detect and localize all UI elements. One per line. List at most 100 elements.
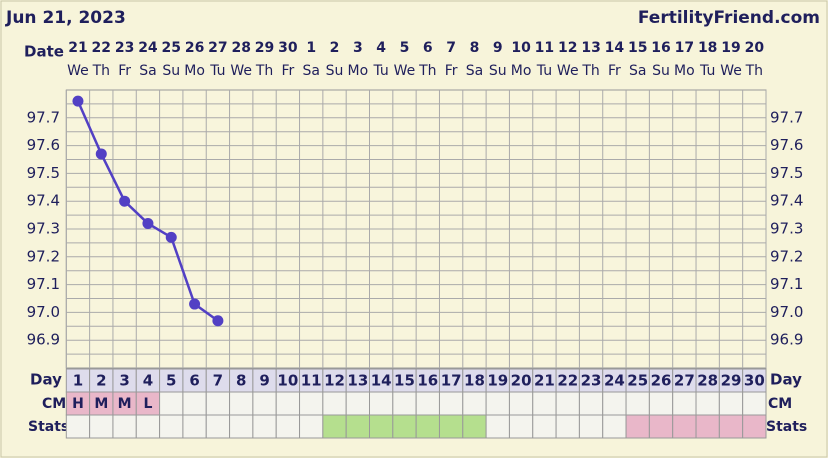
date-label: 30 xyxy=(278,40,298,56)
day-number: 28 xyxy=(697,372,718,390)
date-label: 19 xyxy=(721,40,740,56)
temperature-point xyxy=(212,315,224,327)
date-label: 18 xyxy=(698,40,717,56)
temperature-point xyxy=(119,195,131,207)
weekday-label: We xyxy=(557,63,579,79)
stats-cell xyxy=(438,414,464,439)
cm-cell xyxy=(648,391,674,416)
weekday-label: Mo xyxy=(348,63,369,79)
temperature-point xyxy=(142,217,154,229)
stats-cell xyxy=(135,414,161,439)
stats-label: Stats xyxy=(28,419,69,435)
day-number: 4 xyxy=(143,372,153,390)
date-label: 3 xyxy=(353,40,363,56)
cm-cell xyxy=(532,391,557,416)
weekday-label: Sa xyxy=(139,63,156,79)
chart-title: Jun 21, 2023 xyxy=(5,8,126,28)
day-number: 13 xyxy=(347,372,368,390)
weekday-label: Th xyxy=(418,63,436,79)
cm-cell xyxy=(438,391,464,416)
y-tick-label: 97.5 xyxy=(770,164,803,182)
y-tick-label: 97.4 xyxy=(770,192,803,210)
weekday-label: We xyxy=(230,63,252,79)
cm-cell xyxy=(742,391,767,416)
date-label: 7 xyxy=(446,40,456,56)
day-number: 5 xyxy=(166,372,176,390)
date-label: 9 xyxy=(493,40,503,56)
y-tick-label: 97.1 xyxy=(770,275,803,293)
weekday-label: Th xyxy=(92,63,110,79)
weekday-label: Mo xyxy=(674,63,695,79)
stats-cell xyxy=(159,414,184,439)
cm-cell xyxy=(625,391,650,416)
cm-cell xyxy=(182,391,207,416)
temperature-point xyxy=(189,298,201,310)
day-number: 22 xyxy=(557,372,578,390)
cm-cell xyxy=(275,391,301,416)
y-tick-label: 97.6 xyxy=(27,136,60,154)
weekday-label: Sa xyxy=(629,63,646,79)
y-tick-label: 97.7 xyxy=(27,108,60,126)
stats-cell xyxy=(89,414,114,439)
day-number: 12 xyxy=(324,372,345,390)
weekday-label: We xyxy=(67,63,89,79)
y-tick-label: 97.7 xyxy=(770,108,803,126)
cm-value: M xyxy=(94,396,108,412)
stats-cell xyxy=(672,414,697,439)
y-tick-label: 97.3 xyxy=(27,220,60,238)
stats-cell xyxy=(392,414,417,439)
weekday-label: Tu xyxy=(536,63,552,79)
stats-cell xyxy=(252,414,277,439)
source: FertilityFriend.com xyxy=(638,8,820,28)
cm-cell xyxy=(252,391,277,416)
day-number: 27 xyxy=(674,372,695,390)
day-number: 23 xyxy=(581,372,602,390)
stats-cell xyxy=(695,414,720,439)
date-label: 24 xyxy=(138,40,158,56)
day-label: Day xyxy=(770,371,802,389)
stats-cell xyxy=(648,414,674,439)
date-label: 6 xyxy=(423,40,433,56)
day-number: 3 xyxy=(119,372,129,390)
temperature-point xyxy=(95,148,107,160)
stats-cell xyxy=(182,414,207,439)
cm-cell xyxy=(672,391,697,416)
weekday-label: Mo xyxy=(511,63,532,79)
day-number: 16 xyxy=(417,372,438,390)
weekday-label: Fr xyxy=(445,63,458,79)
date-label: 29 xyxy=(255,40,274,56)
date-label: 22 xyxy=(92,40,111,56)
stats-cell xyxy=(369,414,394,439)
y-tick-label: 97.5 xyxy=(27,164,60,182)
day-number: 18 xyxy=(464,372,485,390)
day-number: 21 xyxy=(534,372,555,390)
cm-cell xyxy=(718,391,744,416)
cm-value: L xyxy=(143,396,152,412)
weekday-label: We xyxy=(394,63,416,79)
day-number: 19 xyxy=(487,372,508,390)
weekday-label: Su xyxy=(489,63,507,79)
stats-label: Stats xyxy=(766,419,807,435)
cm-cell xyxy=(205,391,231,416)
date-label: 28 xyxy=(231,40,250,56)
cm-cell xyxy=(602,391,627,416)
date-label: 13 xyxy=(581,40,600,56)
date-label: 20 xyxy=(745,40,765,56)
stats-cell xyxy=(65,414,91,439)
date-label: 10 xyxy=(511,40,531,56)
stats-cell xyxy=(508,414,534,439)
day-number: 25 xyxy=(627,372,648,390)
date-label: 4 xyxy=(376,40,386,56)
y-tick-label: 97.1 xyxy=(27,275,60,293)
cm-cell xyxy=(555,391,580,416)
stats-cell xyxy=(555,414,580,439)
weekday-label: Fr xyxy=(608,63,621,79)
stats-cell xyxy=(345,414,371,439)
cm-cell xyxy=(369,391,394,416)
y-tick-label: 97.2 xyxy=(27,247,60,265)
weekday-label: We xyxy=(720,63,742,79)
cm-cell xyxy=(695,391,720,416)
stats-cell xyxy=(602,414,627,439)
